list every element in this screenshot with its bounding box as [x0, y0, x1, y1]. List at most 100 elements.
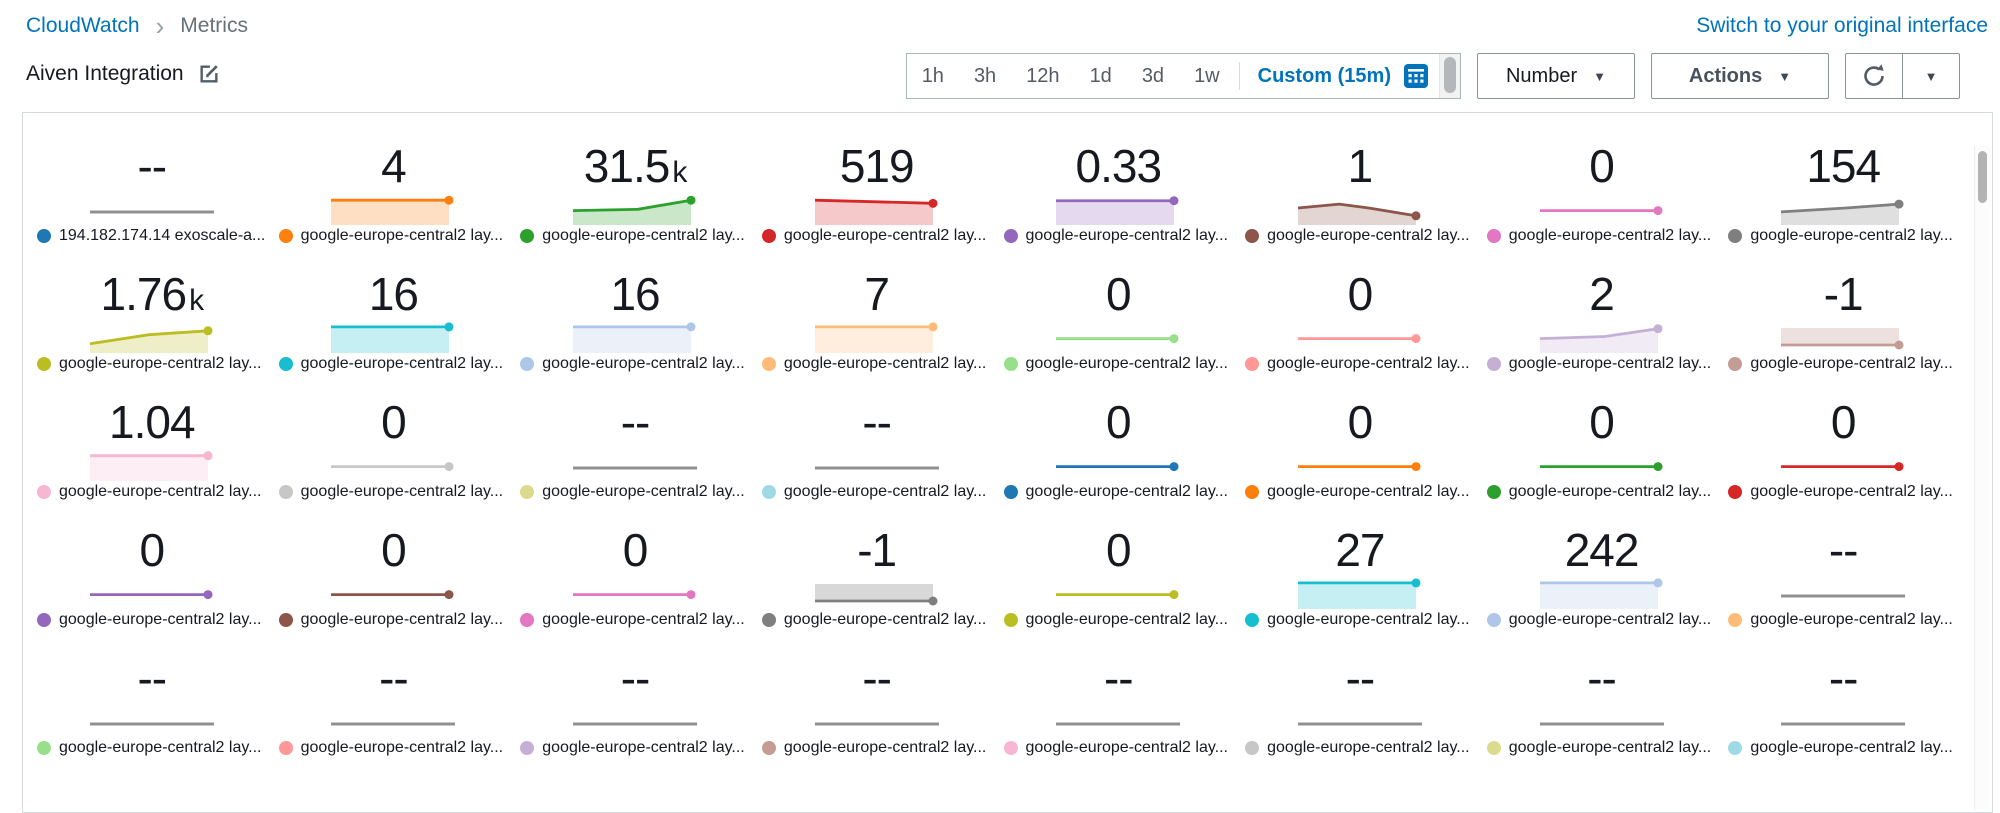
metric-card[interactable]: -- google-europe-central2 lay... [998, 635, 1240, 763]
time-range-12h[interactable]: 12h [1026, 64, 1060, 87]
metric-card[interactable]: 1 google-europe-central2 lay... [1239, 123, 1481, 251]
metric-card[interactable]: 0 google-europe-central2 lay... [31, 507, 273, 635]
metric-card[interactable]: 154 google-europe-central2 lay... [1722, 123, 1964, 251]
legend-label: google-europe-central2 lay... [1508, 355, 1712, 372]
legend-label: google-europe-central2 lay... [1025, 227, 1229, 244]
legend-label: google-europe-central2 lay... [783, 355, 987, 372]
metric-value: 0 [381, 524, 407, 576]
metric-card[interactable]: 0 google-europe-central2 lay... [998, 507, 1240, 635]
metric-value: -- [862, 652, 892, 704]
metric-legend: google-europe-central2 lay... [37, 611, 262, 629]
metric-card[interactable]: -- google-europe-central2 lay... [1722, 507, 1964, 635]
metric-card[interactable]: -- google-europe-central2 lay... [273, 635, 515, 763]
metric-value: -- [620, 652, 651, 704]
scrollbar-thumb[interactable] [1978, 151, 1987, 203]
legend-color-dot [1728, 229, 1743, 243]
refresh-options-button[interactable]: ▼ [1902, 54, 1959, 98]
metric-card[interactable]: -- google-europe-central2 lay... [514, 379, 756, 507]
metric-card[interactable]: 242 google-europe-central2 lay... [1481, 507, 1723, 635]
metric-card[interactable]: -- google-europe-central2 lay... [1239, 635, 1481, 763]
metric-sparkline [573, 195, 696, 225]
legend-color-dot [1245, 229, 1260, 243]
breadcrumb-metrics: Metrics [180, 14, 248, 37]
legend-label: google-europe-central2 lay... [1508, 739, 1712, 756]
metric-sparkline [814, 584, 938, 606]
metric-card[interactable]: 0 google-europe-central2 lay... [1239, 251, 1481, 379]
edit-icon[interactable] [198, 63, 220, 85]
metric-sparkline [1056, 590, 1179, 600]
metric-card[interactable]: 0 google-europe-central2 lay... [1481, 379, 1723, 507]
metric-card[interactable]: 0 google-europe-central2 lay... [998, 251, 1240, 379]
metric-card[interactable]: 0 google-europe-central2 lay... [1239, 379, 1481, 507]
metric-card[interactable]: -1 google-europe-central2 lay... [1722, 251, 1964, 379]
metric-sparkline [331, 722, 456, 726]
metric-card[interactable]: 0 google-europe-central2 lay... [998, 379, 1240, 507]
legend-color-dot [1486, 485, 1501, 499]
metric-card[interactable]: 31.5 k google-europe-central2 lay... [514, 123, 756, 251]
legend-color-dot [278, 229, 293, 243]
refresh-button[interactable] [1846, 54, 1902, 98]
legend-color-dot [1245, 613, 1260, 627]
switch-interface-link[interactable]: Switch to your original interface [1696, 14, 1988, 37]
time-range-3d[interactable]: 3d [1141, 64, 1165, 87]
metric-card[interactable]: 7 google-europe-central2 lay... [756, 251, 998, 379]
metric-card[interactable]: -- 194.182.174.14 exoscale-a... [31, 123, 273, 251]
metric-card[interactable]: 0 google-europe-central2 lay... [514, 507, 756, 635]
range-scroll-thumb[interactable] [1444, 57, 1456, 93]
metric-value: 0 [1830, 396, 1857, 448]
metric-legend: google-europe-central2 lay... [1728, 611, 1953, 629]
time-range-1h[interactable]: 1h [921, 64, 944, 87]
metric-card[interactable]: 0 google-europe-central2 lay... [1481, 123, 1723, 251]
custom-range-button[interactable]: Custom (15m) [1257, 64, 1391, 87]
metric-card[interactable]: 16 google-europe-central2 lay... [273, 251, 515, 379]
metric-sparkline [1539, 462, 1663, 472]
time-range-selector: 1h 3h 12h 1d 3d 1w Custom (15m) [905, 53, 1461, 99]
time-range-1w[interactable]: 1w [1194, 64, 1220, 87]
legend-color-dot [520, 357, 535, 371]
metric-value: 16 [610, 268, 660, 320]
metric-card[interactable]: 0 google-europe-central2 lay... [273, 379, 515, 507]
metric-sparkline [573, 466, 698, 470]
metric-card[interactable]: 0 google-europe-central2 lay... [273, 507, 515, 635]
metric-sparkline [573, 322, 696, 353]
number-view-dropdown[interactable]: Number ▼ [1477, 53, 1635, 99]
metric-card[interactable]: -- google-europe-central2 lay... [31, 635, 273, 763]
metric-sparkline [331, 590, 454, 600]
legend-color-dot [1003, 485, 1018, 499]
actions-dropdown[interactable]: Actions ▼ [1651, 53, 1829, 99]
metric-card[interactable]: -1 google-europe-central2 lay... [756, 507, 998, 635]
metric-sparkline [1056, 196, 1179, 225]
metric-card[interactable]: 1.04 google-europe-central2 lay... [31, 379, 273, 507]
metric-card[interactable]: 16 google-europe-central2 lay... [514, 251, 756, 379]
metric-card[interactable]: 0.33 google-europe-central2 lay... [998, 123, 1240, 251]
metric-card[interactable]: 4 google-europe-central2 lay... [273, 123, 515, 251]
legend-label: google-europe-central2 lay... [1508, 483, 1712, 500]
legend-color-dot [1003, 613, 1018, 627]
legend-label: google-europe-central2 lay... [1750, 739, 1953, 756]
metric-card[interactable]: 2 google-europe-central2 lay... [1481, 251, 1723, 379]
range-scroll-track [1439, 54, 1460, 98]
metric-legend: google-europe-central2 lay... [278, 227, 504, 245]
metric-card[interactable]: 1.76 k google-europe-central2 lay... [31, 251, 273, 379]
time-range-3h[interactable]: 3h [973, 64, 997, 87]
metric-value: -- [1828, 524, 1859, 576]
breadcrumb: CloudWatch › Metrics [26, 13, 248, 39]
legend-color-dot [1486, 741, 1501, 755]
metric-card[interactable]: -- google-europe-central2 lay... [514, 635, 756, 763]
metric-card[interactable]: -- google-europe-central2 lay... [1722, 635, 1964, 763]
metric-card[interactable]: -- google-europe-central2 lay... [756, 635, 998, 763]
metric-card[interactable]: 0 google-europe-central2 lay... [1722, 379, 1964, 507]
metric-legend: google-europe-central2 lay... [1003, 739, 1228, 757]
metric-card[interactable]: 519 google-europe-central2 lay... [756, 123, 998, 251]
calendar-icon[interactable] [1403, 63, 1429, 89]
time-range-1d[interactable]: 1d [1089, 64, 1112, 87]
metric-legend: google-europe-central2 lay... [1245, 227, 1470, 245]
legend-label: google-europe-central2 lay... [300, 227, 504, 244]
metric-card[interactable]: -- google-europe-central2 lay... [1481, 635, 1723, 763]
metric-card[interactable]: 27 google-europe-central2 lay... [1239, 507, 1481, 635]
metric-sparkline [1056, 462, 1179, 472]
metric-card[interactable]: -- google-europe-central2 lay... [756, 379, 998, 507]
legend-color-dot [1003, 229, 1018, 243]
breadcrumb-cloudwatch[interactable]: CloudWatch [26, 14, 140, 37]
legend-color-dot [520, 229, 535, 243]
